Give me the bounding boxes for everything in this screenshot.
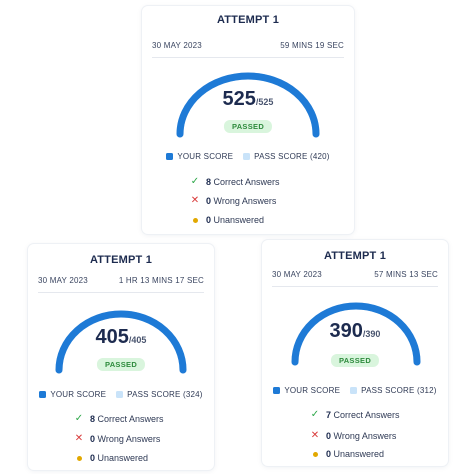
check-icon: ✓ (74, 413, 84, 424)
score-total: /390 (362, 329, 381, 339)
gauge-svg (176, 72, 320, 138)
legend-your-label: YOUR SCORE (50, 390, 107, 399)
correct-label: Correct Answers (213, 176, 280, 187)
score-gauge (173, 69, 323, 141)
dot-icon (74, 455, 84, 461)
check-icon: ✓ (190, 176, 200, 187)
pass-score-swatch (116, 391, 124, 398)
gauge-legend: YOUR SCORE PASS SCORE (420) (142, 152, 354, 161)
legend-pass-label: PASS SCORE (420) (254, 152, 330, 161)
unanswered-count: 0 (326, 449, 332, 459)
x-icon: ✕ (190, 195, 200, 206)
unanswered-count: 0 (206, 215, 212, 225)
gauge-svg (291, 302, 421, 366)
stat-correct: ✓ 8 Correct Answers (190, 176, 280, 187)
status-badge: PASSED (330, 354, 380, 367)
status-badge: PASSED (223, 120, 273, 133)
attempt-title: ATTEMPT 1 (216, 14, 280, 26)
legend-pass-label: PASS SCORE (312) (361, 386, 437, 395)
divider (152, 57, 344, 58)
score-display: 405/405 (28, 326, 214, 349)
dot-icon (310, 451, 320, 457)
x-icon: ✕ (74, 433, 84, 444)
attempt-date: 30 MAY 2023 (272, 270, 322, 279)
stat-wrong: ✕ 0 Wrong Answers (310, 430, 397, 441)
legend-pass-score: PASS SCORE (312) (350, 386, 437, 395)
divider (272, 286, 438, 287)
score-display: 390/390 (262, 320, 448, 343)
correct-label: Correct Answers (333, 409, 400, 420)
gauge-fill (176, 72, 320, 138)
attempt-duration: 1 HR 13 MINS 17 SEC (118, 276, 204, 285)
legend-your-score: YOUR SCORE (273, 386, 340, 395)
unanswered-count: 0 (90, 453, 96, 463)
score-total: /525 (255, 97, 274, 107)
status-badge: PASSED (96, 358, 146, 371)
gauge-fill (291, 302, 421, 366)
correct-count: 7 (326, 409, 332, 420)
wrong-count: 0 (206, 195, 212, 206)
stat-wrong: ✕ 0 Wrong Answers (74, 433, 161, 444)
legend-your-label: YOUR SCORE (284, 386, 341, 395)
pass-score-swatch (243, 153, 251, 160)
unanswered-label: Unanswered (213, 215, 265, 225)
correct-count: 8 (206, 176, 212, 187)
legend-pass-score: PASS SCORE (420) (243, 152, 330, 161)
gauge-svg (55, 310, 187, 374)
attempt-card-3: ATTEMPT 1 30 MAY 2023 57 MINS 13 SEC 390… (262, 240, 448, 466)
stat-unanswered: 0 Unanswered (74, 453, 148, 463)
your-score-swatch (273, 387, 281, 394)
wrong-count: 0 (90, 433, 96, 444)
score-total: /405 (128, 335, 147, 345)
attempt-card-1: ATTEMPT 1 30 MAY 2023 59 MINS 19 SEC 525… (142, 6, 354, 234)
legend-pass-label: PASS SCORE (324) (127, 390, 203, 399)
pass-score-swatch (350, 387, 358, 394)
wrong-label: Wrong Answers (213, 195, 277, 206)
stat-unanswered: 0 Unanswered (190, 215, 264, 225)
score-value: 405 (95, 326, 129, 348)
attempt-meta: 30 MAY 2023 1 HR 13 MINS 17 SEC (38, 276, 204, 285)
legend-pass-score: PASS SCORE (324) (116, 390, 203, 399)
stat-correct: ✓ 8 Correct Answers (74, 413, 164, 424)
dot-icon (190, 217, 200, 223)
stat-wrong: ✕ 0 Wrong Answers (190, 195, 277, 206)
gauge-fill (55, 310, 187, 374)
x-icon: ✕ (310, 430, 320, 441)
gauge-legend: YOUR SCORE PASS SCORE (312) (262, 386, 448, 395)
wrong-label: Wrong Answers (333, 430, 397, 441)
wrong-count: 0 (326, 430, 332, 441)
your-score-swatch (39, 391, 47, 398)
attempt-meta: 30 MAY 2023 59 MINS 19 SEC (152, 41, 344, 50)
unanswered-label: Unanswered (333, 449, 385, 459)
wrong-label: Wrong Answers (97, 433, 161, 444)
attempt-card-2: ATTEMPT 1 30 MAY 2023 1 HR 13 MINS 17 SE… (28, 244, 214, 470)
unanswered-label: Unanswered (97, 453, 149, 463)
legend-your-score: YOUR SCORE (166, 152, 233, 161)
gauge-legend: YOUR SCORE PASS SCORE (324) (28, 390, 214, 399)
score-gauge (53, 307, 189, 377)
correct-label: Correct Answers (97, 413, 164, 424)
stat-unanswered: 0 Unanswered (310, 449, 384, 459)
your-score-swatch (166, 153, 174, 160)
score-display: 525/525 (142, 88, 354, 111)
attempt-duration: 59 MINS 19 SEC (280, 41, 344, 50)
score-value: 525 (222, 88, 256, 110)
attempt-date: 30 MAY 2023 (38, 276, 88, 285)
score-value: 390 (329, 320, 363, 342)
legend-your-score: YOUR SCORE (39, 390, 106, 399)
divider (38, 292, 204, 293)
score-gauge (289, 299, 423, 369)
attempt-duration: 57 MINS 13 SEC (374, 270, 438, 279)
correct-count: 8 (90, 413, 96, 424)
attempt-title: ATTEMPT 1 (89, 254, 153, 266)
attempt-date: 30 MAY 2023 (152, 41, 202, 50)
legend-your-label: YOUR SCORE (177, 152, 234, 161)
attempt-meta: 30 MAY 2023 57 MINS 13 SEC (272, 270, 438, 279)
check-icon: ✓ (310, 409, 320, 420)
stat-correct: ✓ 7 Correct Answers (310, 409, 400, 420)
attempt-title: ATTEMPT 1 (323, 250, 387, 262)
